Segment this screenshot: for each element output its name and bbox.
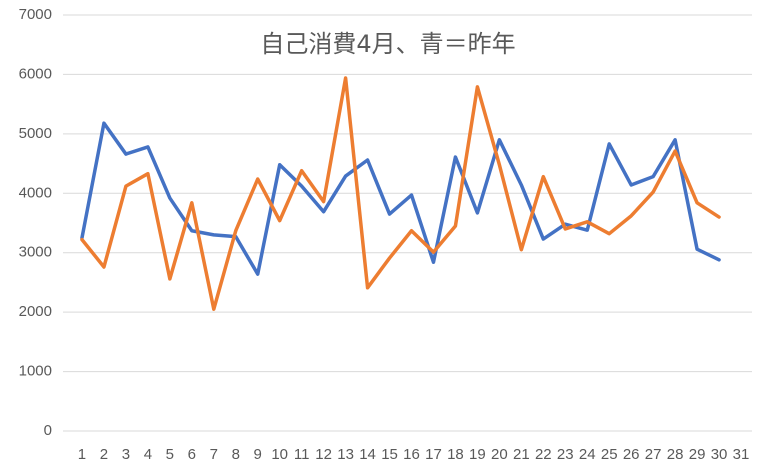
- x-tick-label: 17: [425, 446, 442, 463]
- x-tick-label: 1: [78, 446, 86, 463]
- x-tick-label: 10: [271, 446, 288, 463]
- x-tick-label: 11: [294, 446, 310, 463]
- chart-title: 自己消費4月、青＝昨年: [260, 30, 515, 58]
- x-tick-label: 14: [359, 446, 376, 463]
- x-tick-label: 21: [513, 446, 530, 463]
- y-tick-label: 4000: [19, 184, 52, 201]
- x-tick-label: 31: [733, 446, 750, 463]
- x-tick-label: 13: [337, 446, 354, 463]
- y-tick-label: 2000: [19, 303, 52, 320]
- x-tick-label: 29: [689, 446, 706, 463]
- x-tick-label: 24: [579, 446, 596, 463]
- x-tick-label: 7: [210, 446, 218, 463]
- x-tick-label: 25: [601, 446, 618, 463]
- x-tick-label: 19: [469, 446, 486, 463]
- x-tick-label: 26: [623, 446, 640, 463]
- x-tick-label: 12: [315, 446, 332, 463]
- y-tick-label: 0: [44, 422, 52, 439]
- x-tick-label: 15: [381, 446, 398, 463]
- y-tick-label: 3000: [19, 244, 52, 261]
- x-tick-label: 9: [254, 446, 262, 463]
- data-line: [80, 121, 721, 276]
- x-tick-label: 20: [491, 446, 508, 463]
- y-tick-label: 1000: [19, 363, 52, 380]
- x-tick-label: 5: [166, 446, 174, 463]
- x-tick-label: 3: [122, 446, 130, 463]
- x-tick-label: 30: [711, 446, 728, 463]
- x-tick-label: 22: [535, 446, 552, 463]
- x-tick-label: 23: [557, 446, 574, 463]
- x-tick-label: 8: [232, 446, 240, 463]
- y-tick-label: 7000: [19, 6, 52, 23]
- x-tick-label: 27: [645, 446, 662, 463]
- data-line: [80, 76, 721, 311]
- x-tick-label: 16: [403, 446, 420, 463]
- x-tick-label: 18: [447, 446, 464, 463]
- x-tick-label: 2: [100, 446, 108, 463]
- x-tick-label: 4: [144, 446, 152, 463]
- x-tick-label: 28: [667, 446, 684, 463]
- y-tick-label: 6000: [19, 65, 52, 82]
- x-tick-label: 6: [188, 446, 196, 463]
- y-tick-label: 5000: [19, 125, 52, 142]
